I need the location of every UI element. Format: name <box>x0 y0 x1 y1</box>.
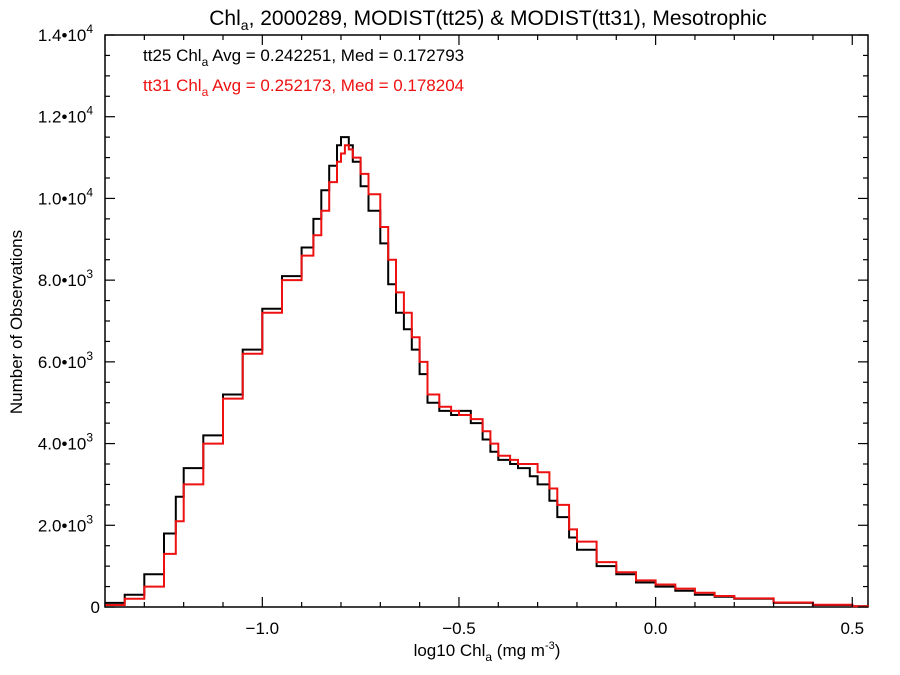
series-tt31-line <box>105 144 869 608</box>
y-tick-label: 1.4•104 <box>38 22 94 45</box>
series-layer <box>105 136 869 608</box>
x-axis-title: log10 Chla (mg m-3) <box>414 640 561 664</box>
y-axis-title: Number of Observations <box>7 230 26 414</box>
x-tick-label: −1.0 <box>246 619 280 638</box>
x-tick-label: −0.5 <box>442 619 476 638</box>
series-tt25-line <box>105 136 869 608</box>
x-axis: −1.0 −0.5 0.0 0.5 <box>104 35 864 638</box>
y-tick-label: 0 <box>91 598 100 617</box>
y-tick-label: 2.0•103 <box>38 512 94 535</box>
y-axis: 0 2.0•103 4.0•103 6.0•103 8.0•103 1.0•104 1.2•… <box>38 22 868 617</box>
y-tick-label: 4.0•103 <box>38 431 94 454</box>
x-tick-label: 0.0 <box>644 619 668 638</box>
y-tick-label: 1.2•104 <box>38 104 94 127</box>
x-tick-label: 0.5 <box>840 619 864 638</box>
y-tick-label: 1.0•104 <box>38 185 94 208</box>
annotation-tt25: tt25 Chla Avg = 0.242251, Med = 0.172793 <box>143 46 464 69</box>
y-tick-label: 6.0•103 <box>38 349 94 372</box>
plot-frame <box>104 34 869 608</box>
annotation-tt31: tt31 Chla Avg = 0.252173, Med = 0.178204 <box>143 76 464 99</box>
chart-title: Chla, 2000289, MODIST(tt25) & MODIST(tt3… <box>209 7 766 33</box>
y-tick-label: 8.0•103 <box>38 267 94 290</box>
